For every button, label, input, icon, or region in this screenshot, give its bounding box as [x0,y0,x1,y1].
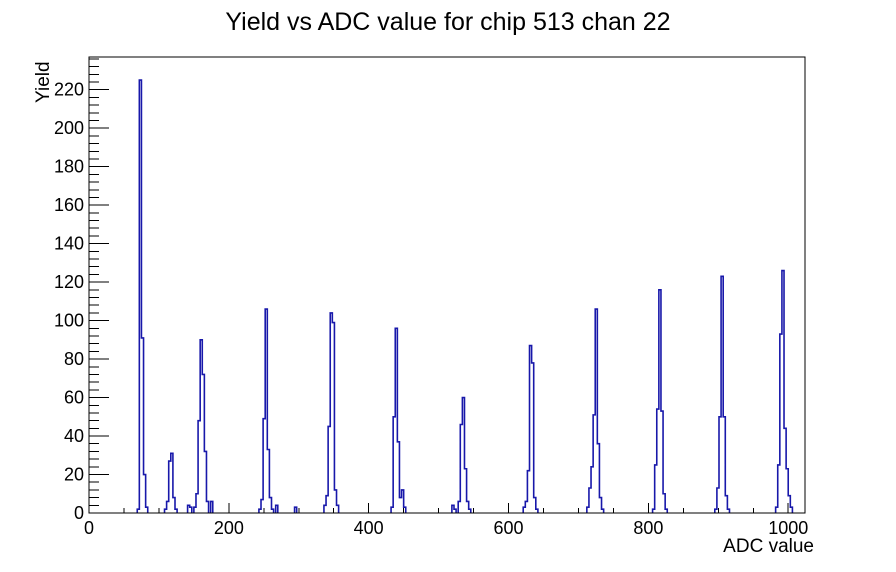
x-tick-label: 600 [494,518,524,538]
y-tick-label: 200 [54,118,84,138]
y-tick-label: 40 [64,426,84,446]
y-tick-label: 60 [64,388,84,408]
plot-frame [88,56,806,514]
y-tick-label: 140 [54,234,84,254]
y-tick-label: 160 [54,195,84,215]
y-tick-label: 220 [54,80,84,100]
y-tick-label: 80 [64,349,84,369]
x-tick-label: 800 [633,518,663,538]
chart-title: Yield vs ADC value for chip 513 chan 22 [225,8,671,36]
histogram-line [136,79,794,513]
y-tick-label: 180 [54,157,84,177]
y-tick-label: 20 [64,465,84,485]
x-axis-title: ADC value [723,536,814,557]
x-tick-label: 0 [84,518,94,538]
x-tick-label: 1000 [768,518,808,538]
y-tick-label: 120 [54,272,84,292]
y-tick-label: 100 [54,311,84,331]
y-axis-title: Yield [33,61,54,103]
y-tick-label: 0 [74,503,84,523]
x-tick-label: 400 [354,518,384,538]
x-tick-label: 200 [214,518,244,538]
